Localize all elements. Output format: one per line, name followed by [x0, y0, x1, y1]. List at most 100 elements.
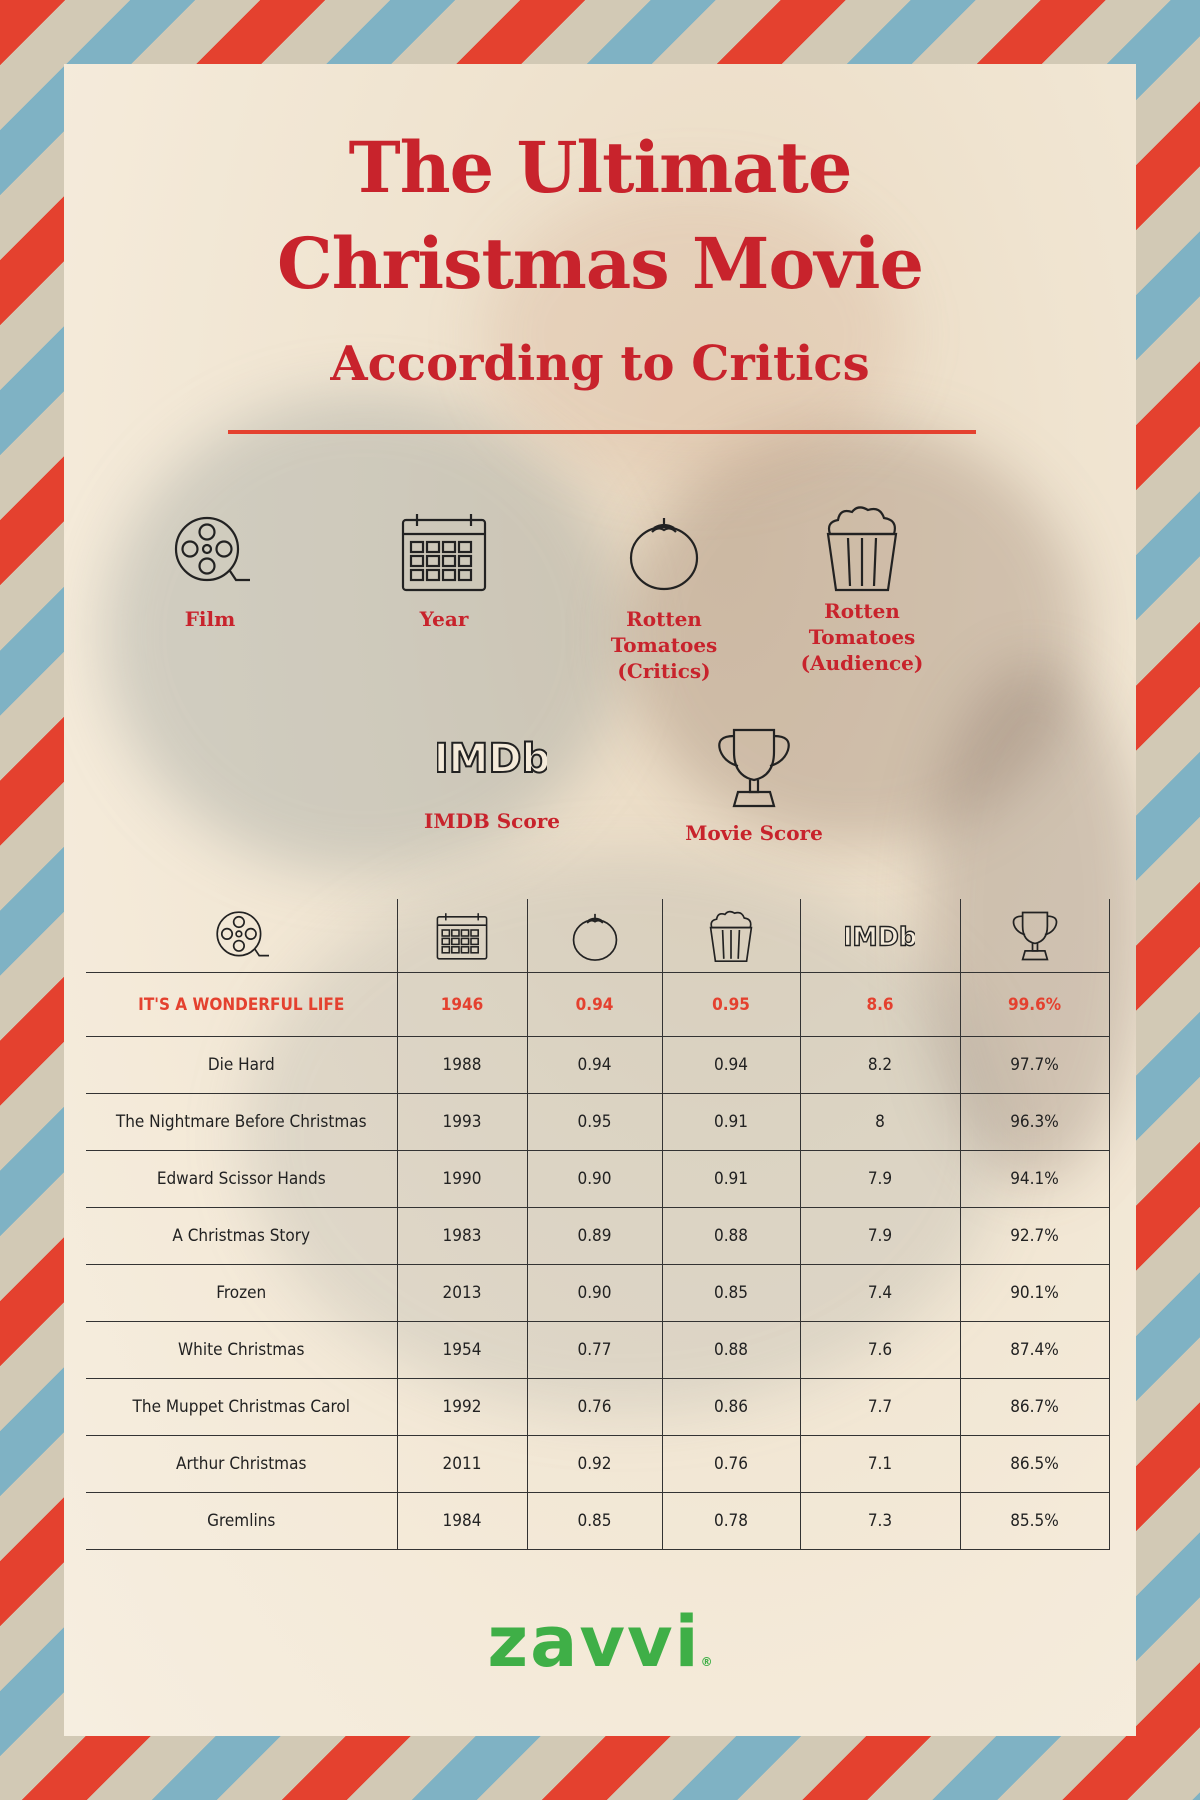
- tomato-icon: [629, 518, 699, 591]
- cell-rt-critics: 0.76: [526, 1378, 663, 1436]
- film-reel-icon: [174, 516, 250, 582]
- table-row: The Muppet Christmas Carol 1992 0.76 0.8…: [86, 1378, 1110, 1436]
- cell-year: 2011: [396, 1435, 528, 1493]
- cell-imdb: 7.9: [799, 1207, 961, 1265]
- photo-backdrop: [484, 184, 904, 484]
- header-imdb: IMDb: [799, 899, 960, 973]
- cell-movie-score: 86.7%: [959, 1378, 1110, 1436]
- imdb-logo-text: IMDb: [845, 922, 915, 952]
- key-item-movie-score: Movie Score: [654, 726, 854, 846]
- calendar-icon: [401, 514, 487, 592]
- table-row: Frozen 2013 0.90 0.85 7.4 90.1%: [86, 1264, 1110, 1322]
- cell-film: Gremlins: [86, 1492, 398, 1550]
- cell-rt-audience: 0.88: [661, 1321, 801, 1379]
- imdb-icon: IMDb: [437, 735, 547, 782]
- cell-year: 1993: [396, 1093, 528, 1151]
- cell-rt-critics: 0.90: [526, 1264, 663, 1322]
- cell-rt-audience: 0.95: [661, 972, 801, 1037]
- cell-rt-critics: 0.94: [526, 972, 663, 1037]
- cell-rt-critics: 0.77: [526, 1321, 663, 1379]
- table-header-row: IMDb: [86, 899, 1110, 973]
- ratings-table: IMDb IT'S A WONDERFUL LIFE 1946: [86, 899, 1110, 1550]
- table-row: Gremlins 1984 0.85 0.78 7.3 85.5%: [86, 1492, 1110, 1550]
- cell-movie-score: 94.1%: [959, 1150, 1110, 1208]
- key-label-film: Film: [184, 607, 236, 631]
- calendar-icon: [436, 912, 488, 960]
- cell-year: 1990: [396, 1150, 528, 1208]
- cell-film: Arthur Christmas: [86, 1435, 398, 1493]
- logo-wordmark: zavvi: [487, 1601, 701, 1683]
- zavvi-logo: zavvi®: [64, 1601, 1136, 1683]
- table-row: Arthur Christmas 2011 0.92 0.76 7.1 86.5…: [86, 1435, 1110, 1493]
- cell-rt-audience: 0.85: [661, 1264, 801, 1322]
- key-item-year: Year: [344, 512, 544, 632]
- cell-imdb: 8: [799, 1093, 961, 1151]
- cell-movie-score: 92.7%: [959, 1207, 1110, 1265]
- cell-rt-critics: 0.94: [526, 1036, 663, 1094]
- popcorn-icon: [826, 506, 898, 592]
- cell-rt-audience: 0.91: [661, 1093, 801, 1151]
- cell-imdb: 7.7: [799, 1378, 961, 1436]
- cell-rt-audience: 0.94: [661, 1036, 801, 1094]
- popcorn-icon: [709, 910, 753, 962]
- cell-movie-score: 87.4%: [959, 1321, 1110, 1379]
- cell-rt-audience: 0.76: [661, 1435, 801, 1493]
- header-movie-score: [959, 899, 1110, 973]
- table-body: IT'S A WONDERFUL LIFE 1946 0.94 0.95 8.6…: [86, 972, 1110, 1550]
- key-label-rt-critics: Rotten Tomatoes (Critics): [610, 607, 718, 683]
- title-line-2: Christmas Movie: [276, 222, 924, 305]
- table-row: White Christmas 1954 0.77 0.88 7.6 87.4%: [86, 1321, 1110, 1379]
- cell-year: 1984: [396, 1492, 528, 1550]
- cell-rt-audience: 0.88: [661, 1207, 801, 1265]
- key-item-rt-audience: Rotten Tomatoes (Audience): [762, 504, 962, 676]
- header-rt-audience: [661, 899, 800, 973]
- cell-film: IT'S A WONDERFUL LIFE: [86, 972, 398, 1037]
- key-label-year: Year: [419, 607, 469, 631]
- cell-year: 1983: [396, 1207, 528, 1265]
- film-reel-icon: [216, 910, 270, 956]
- cell-year: 1992: [396, 1378, 528, 1436]
- cell-film: A Christmas Story: [86, 1207, 398, 1265]
- cell-imdb: 7.4: [799, 1264, 961, 1322]
- table-row: Die Hard 1988 0.94 0.94 8.2 97.7%: [86, 1036, 1110, 1094]
- cell-rt-critics: 0.95: [526, 1093, 663, 1151]
- cell-year: 1954: [396, 1321, 528, 1379]
- cell-year: 2013: [396, 1264, 528, 1322]
- cell-rt-critics: 0.89: [526, 1207, 663, 1265]
- cell-rt-audience: 0.86: [661, 1378, 801, 1436]
- header-film: [86, 899, 397, 973]
- cell-imdb: 8.2: [799, 1036, 961, 1094]
- cell-film: Frozen: [86, 1264, 398, 1322]
- tomato-icon: [572, 913, 617, 961]
- cell-movie-score: 97.7%: [959, 1036, 1110, 1094]
- cell-rt-critics: 0.90: [526, 1150, 663, 1208]
- registered-mark: ®: [700, 1655, 713, 1669]
- poster-card: The Ultimate Christmas Movie According t…: [64, 64, 1136, 1736]
- cell-movie-score: 90.1%: [959, 1264, 1110, 1322]
- cell-imdb: 8.6: [799, 972, 961, 1037]
- title-line-1: The Ultimate: [348, 126, 853, 209]
- cell-imdb: 7.9: [799, 1150, 961, 1208]
- cell-year: 1988: [396, 1036, 528, 1094]
- cell-film: White Christmas: [86, 1321, 398, 1379]
- cell-imdb: 7.3: [799, 1492, 961, 1550]
- cell-imdb: 7.1: [799, 1435, 961, 1493]
- cell-year: 1946: [396, 972, 528, 1037]
- trophy-icon: [718, 728, 790, 808]
- key-label-imdb: IMDB Score: [424, 809, 560, 833]
- key-label-rt-audience: Rotten Tomatoes (Audience): [800, 599, 924, 675]
- key-item-imdb: IMDb IMDB Score: [392, 732, 592, 834]
- cell-film: Edward Scissor Hands: [86, 1150, 398, 1208]
- cell-movie-score: 96.3%: [959, 1093, 1110, 1151]
- imdb-logo-text: IMDb: [437, 736, 547, 782]
- cell-rt-audience: 0.91: [661, 1150, 801, 1208]
- table-row: IT'S A WONDERFUL LIFE 1946 0.94 0.95 8.6…: [86, 972, 1110, 1037]
- title-divider: [228, 430, 976, 434]
- key-label-movie-score: Movie Score: [685, 821, 823, 845]
- key-item-film: Film: [110, 512, 310, 632]
- cell-movie-score: 85.5%: [959, 1492, 1110, 1550]
- trophy-icon: [1012, 911, 1057, 960]
- table-row: The Nightmare Before Christmas 1993 0.95…: [86, 1093, 1110, 1151]
- key-item-rt-critics: Rotten Tomatoes (Critics): [564, 512, 764, 684]
